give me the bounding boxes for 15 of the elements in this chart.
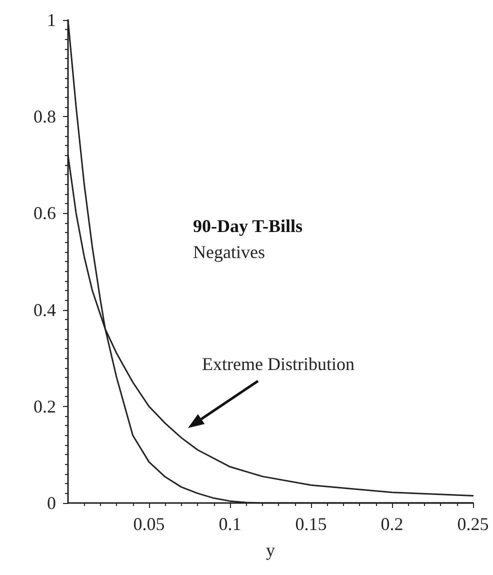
text: Negatives [193,242,265,262]
y-tick-label: 0.8 [34,106,56,127]
y-tick-label: 0 [47,493,56,513]
y-tick-label: 0.2 [34,396,56,416]
x-tick-label: 0.2 [380,514,404,534]
y-tick-label: 0.6 [34,203,56,224]
annotation: Extreme Distribution [202,354,354,374]
x-tick-label: 0.1 [218,514,242,534]
text: 90-Day T-Bills [193,216,303,236]
y-tick-label: 1 [47,10,56,30]
x-tick-label: 0.25 [457,514,489,534]
x-axis-title: y [266,540,275,560]
y-tick-label: 0.4 [34,300,56,320]
x-tick-label: 0.15 [295,514,327,534]
x-tick-label: 0.05 [133,514,165,534]
